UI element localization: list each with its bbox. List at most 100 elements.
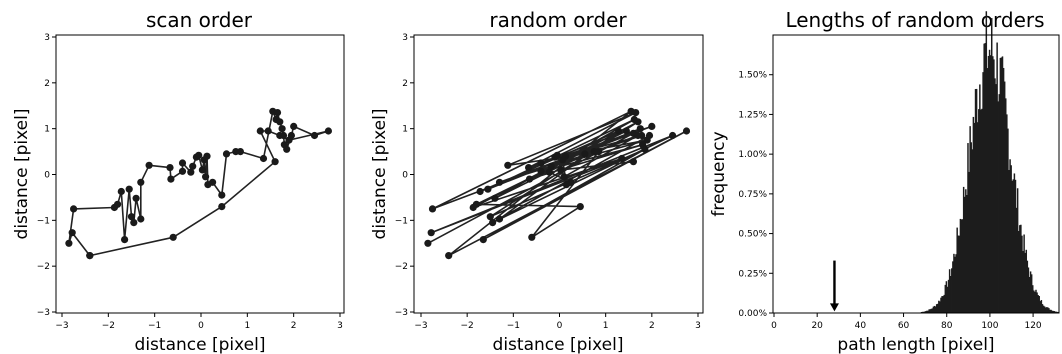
histogram-bar xyxy=(1014,179,1017,313)
scan-order-point-marker xyxy=(310,131,319,140)
histogram-bar xyxy=(1024,252,1026,313)
scan-order-point-marker xyxy=(324,127,332,135)
histogram-bar xyxy=(998,94,1001,313)
random-order-point-marker xyxy=(562,181,571,189)
random-order-point-marker xyxy=(618,154,626,163)
scan-order-x-tick-label: −1 xyxy=(148,321,161,331)
histogram-y-tick-label: 1.00% xyxy=(738,150,767,160)
random-order-point-marker xyxy=(669,131,677,140)
histogram-title: Lengths of random orders xyxy=(785,8,1044,32)
scan-order-point-marker xyxy=(218,203,226,211)
random-order-point-marker xyxy=(634,131,642,140)
histogram-bar xyxy=(947,279,950,313)
random-order-point-marker xyxy=(560,173,568,181)
random-order-x-ticks: −3 −2 −1 0 1 2 3 xyxy=(414,313,701,331)
histogram-bar xyxy=(940,297,942,313)
histogram-bar xyxy=(1053,311,1056,313)
histogram-x-tick-label: 60 xyxy=(898,321,910,331)
random-order-y-tick-label: −3 xyxy=(395,308,408,318)
histogram-bar xyxy=(988,49,991,313)
histogram-bar xyxy=(1050,309,1052,313)
random-order-point-marker xyxy=(636,125,644,133)
random-order-x-label: distance [pixel] xyxy=(493,335,624,354)
random-order-point-marker xyxy=(484,185,492,193)
random-order-point-marker xyxy=(557,166,565,174)
histogram-bar xyxy=(941,296,943,313)
histogram-bar xyxy=(1030,274,1033,313)
scan-order-point-marker xyxy=(202,173,210,181)
random-order-point-marker xyxy=(495,215,504,223)
histogram-bar xyxy=(1015,207,1018,313)
histogram-bar xyxy=(992,56,994,314)
histogram-bar xyxy=(1001,56,1004,313)
random-order-point-marker xyxy=(495,178,504,186)
histogram-bar xyxy=(939,301,941,313)
histogram-bar xyxy=(1039,301,1042,313)
histogram-bar xyxy=(1041,304,1044,313)
scan-order-plot-area xyxy=(65,107,332,260)
histogram-bar xyxy=(987,55,990,314)
histogram-x-tick-label: 80 xyxy=(941,321,953,331)
histogram-bar xyxy=(976,122,979,314)
histogram-bar xyxy=(922,311,925,313)
scan-order-x-tick-label: 1 xyxy=(244,321,250,331)
scan-order-point-marker xyxy=(283,145,291,153)
histogram-bar xyxy=(970,142,972,313)
histogram-bar xyxy=(1043,306,1046,313)
scan-order-point-marker xyxy=(121,236,129,244)
histogram-x-label: path length [pixel] xyxy=(837,335,994,354)
panel-random-order: random order −3 −2 −1 0 1 2 3 −3 −2 −1 0 1 2 3 dista… xyxy=(370,8,704,354)
histogram-y-ticks: 0.00% 0.25% 0.50% 0.75% 1.00% 1.25% 1.50% xyxy=(738,71,773,319)
histogram-bar xyxy=(1020,224,1022,313)
histogram-bar xyxy=(979,84,981,313)
random-order-title: random order xyxy=(489,8,627,32)
histogram-bar xyxy=(1006,114,1008,313)
scan-order-title: scan order xyxy=(146,8,253,32)
histogram-x-tick-label: 0 xyxy=(771,321,777,331)
histogram-bar xyxy=(954,256,956,313)
random-order-y-label: distance [pixel] xyxy=(370,109,390,240)
histogram-bar xyxy=(1008,170,1010,313)
histogram-bar xyxy=(942,296,944,313)
random-order-point-marker xyxy=(581,150,589,158)
histogram-bar xyxy=(1005,98,1007,314)
random-order-point-marker xyxy=(479,236,487,244)
scan-order-point-marker xyxy=(271,158,279,166)
histogram-x-tick-label: 120 xyxy=(1024,321,1041,331)
histogram-bar xyxy=(974,89,977,313)
histogram-bar xyxy=(1029,271,1032,313)
histogram-bar xyxy=(993,59,995,314)
histogram-bar xyxy=(924,311,926,313)
random-order-point-marker xyxy=(632,109,640,117)
histogram-bar xyxy=(983,43,985,313)
random-order-point-marker xyxy=(643,136,651,144)
histogram-bar xyxy=(1023,234,1025,313)
random-order-point-marker xyxy=(590,148,598,156)
scan-order-point-marker xyxy=(278,125,286,133)
histogram-bar xyxy=(995,84,997,313)
histogram-bar xyxy=(1003,81,1006,313)
histogram-bar xyxy=(1000,57,1003,313)
scan-order-x-tick-label: −3 xyxy=(55,321,68,331)
histogram-bar xyxy=(973,122,976,313)
histogram-bar xyxy=(1052,310,1054,313)
histogram-bar xyxy=(945,281,948,313)
random-order-x-tick-label: 1 xyxy=(603,321,609,331)
histogram-bar xyxy=(1051,310,1053,313)
random-order-y-tick-label: −1 xyxy=(395,216,408,226)
random-order-point-marker xyxy=(545,168,553,176)
histogram-bar xyxy=(984,43,986,313)
random-order-point-marker xyxy=(622,127,631,135)
histogram-bar xyxy=(961,219,964,313)
histogram-bar xyxy=(929,309,931,313)
histogram-bar xyxy=(981,108,983,313)
scan-order-point-marker xyxy=(167,175,175,183)
histogram-bar xyxy=(1049,309,1051,313)
scan-order-point-marker xyxy=(68,229,76,237)
scan-order-y-ticks: −3 −2 −1 0 1 2 3 xyxy=(37,33,56,318)
scan-order-x-label: distance [pixel] xyxy=(135,335,266,354)
random-order-point-marker xyxy=(576,203,584,211)
random-order-y-tick-label: 3 xyxy=(402,33,408,43)
scan-order-point-marker xyxy=(285,136,293,144)
histogram-bar xyxy=(1056,311,1059,313)
